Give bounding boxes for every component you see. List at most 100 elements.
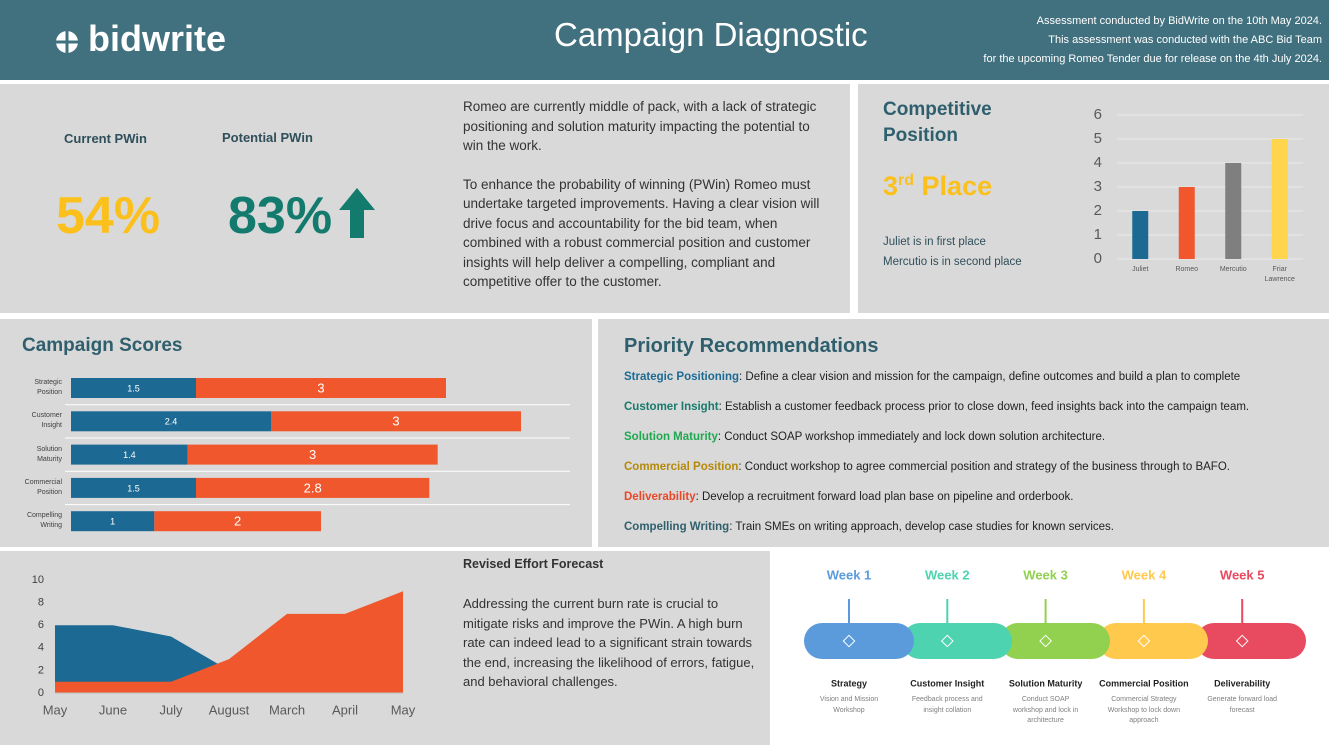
- y-tick-label: 0: [38, 687, 44, 699]
- bar-segment: [271, 411, 521, 432]
- value-label: 1.5: [127, 483, 140, 493]
- value-label: 2.8: [304, 480, 322, 495]
- timeline-segment: [1196, 623, 1306, 659]
- recommendation: Customer Insight: Establish a customer f…: [624, 401, 1249, 431]
- x-tick-label: August: [209, 702, 250, 717]
- recommendation-text: : Conduct workshop to agree commercial p…: [738, 461, 1230, 473]
- step-title: Customer Insight: [910, 678, 984, 688]
- recommendation: Deliverability: Develop a recruitment fo…: [624, 491, 1249, 521]
- value-label: 3: [317, 380, 324, 395]
- area: [55, 591, 403, 693]
- category-label: Commercial Position: [24, 478, 62, 496]
- logo-icon: [55, 30, 79, 54]
- bar-segment: [71, 411, 271, 432]
- x-tick-label: June: [99, 702, 127, 717]
- week-label: Week 5: [1220, 567, 1265, 582]
- logo-text: bidwrite: [88, 18, 227, 59]
- recommendation-text: : Establish a customer feedback process …: [718, 401, 1250, 413]
- recommendation: Compelling Writing: Train SMEs on writin…: [624, 521, 1249, 551]
- step-title: Deliverability: [1214, 678, 1270, 688]
- y-tick-label: 6: [1094, 106, 1102, 123]
- area: [55, 625, 403, 693]
- y-tick-label: 4: [1094, 154, 1102, 171]
- x-tick-label: July: [159, 702, 183, 717]
- recommendation-label: Customer Insight: [624, 401, 719, 413]
- value-label: 1.5: [127, 383, 140, 393]
- recommendation-text: : Conduct SOAP workshop immediately and …: [717, 431, 1106, 443]
- timeline-segment: [1098, 623, 1208, 659]
- step-desc: Commercial Strategy Workshop to lock dow…: [1107, 696, 1181, 724]
- place-word: Place: [921, 171, 993, 201]
- y-tick-label: 2: [38, 664, 44, 676]
- step-desc: Conduct SOAP workshop and lock in archit…: [1012, 696, 1079, 724]
- value-label: 2.4: [165, 417, 178, 427]
- category-label: Customer Insight: [31, 412, 62, 430]
- week-label: Week 3: [1023, 567, 1068, 582]
- step-title: Commercial Position: [1099, 678, 1189, 688]
- y-tick-label: 3: [1094, 178, 1102, 195]
- category-label: Compelling Writing: [26, 512, 62, 530]
- potential-pwin: 83%: [228, 187, 333, 245]
- step-title: Solution Maturity: [1009, 678, 1083, 688]
- week-diamond: [1039, 634, 1052, 648]
- x-tick-label: Mercutio: [1219, 266, 1247, 273]
- info-line: for the upcoming Romeo Tender due for re…: [983, 53, 1322, 65]
- week-diamond: [842, 634, 856, 648]
- summary: Romeo are currently middle of pack, with…: [463, 97, 833, 292]
- place: 3rd Place: [883, 171, 992, 202]
- recommendations-title: Priority Recommendations: [624, 335, 879, 357]
- recommendation-label: Solution Maturity: [624, 431, 718, 443]
- y-tick-label: 1: [1094, 226, 1102, 243]
- bar: [1178, 187, 1195, 259]
- x-tick-label: April: [332, 702, 358, 717]
- value-label: 3: [309, 447, 316, 462]
- week-diamond: [1235, 634, 1249, 648]
- competitive-panel: [858, 84, 1329, 313]
- y-tick-label: 0: [1094, 250, 1102, 267]
- place-suffix: rd: [898, 172, 915, 189]
- week-label: Week 1: [827, 567, 872, 582]
- step-desc: Generate forward load forecast: [1207, 696, 1278, 714]
- week-label: Week 4: [1122, 567, 1167, 582]
- value-label: 1.4: [123, 450, 136, 460]
- recommendation: Commercial Position: Conduct workshop to…: [624, 461, 1249, 491]
- x-tick-label: Romeo: [1175, 266, 1199, 273]
- x-tick-label: May: [391, 702, 416, 717]
- step-title: Strategy: [831, 678, 867, 688]
- recommendation: Solution Maturity: Conduct SOAP workshop…: [624, 431, 1249, 461]
- value-label: 1: [110, 517, 115, 527]
- timeline-segment: [902, 623, 1012, 659]
- scores-panel: [0, 319, 592, 547]
- info-line: Assessment conducted by BidWrite on the …: [1036, 15, 1322, 27]
- recommendations-panel: [598, 319, 1329, 547]
- page-title: Campaign Diagnostic: [554, 16, 868, 53]
- note: Mercutio is in second place: [883, 255, 1022, 268]
- bar-segment: [154, 511, 321, 532]
- y-tick-label: 4: [38, 642, 44, 654]
- bar-segment: [196, 477, 430, 498]
- step-desc: Feedback process and insight collation: [911, 696, 983, 714]
- y-tick-label: 5: [1094, 130, 1102, 147]
- category-label: Solution Maturity: [36, 445, 62, 463]
- y-tick-label: 10: [32, 574, 44, 586]
- x-tick-label: Friar Lawrence: [1264, 266, 1295, 283]
- competitive-notes: Juliet is in first place Mercutio is in …: [883, 233, 1022, 272]
- bar-segment: [71, 511, 155, 532]
- place-number: 3: [883, 171, 899, 201]
- pwin-panel: [0, 84, 850, 313]
- up-arrow: [339, 188, 375, 238]
- bar-segment: [196, 378, 446, 398]
- recommendation-text: : Train SMEs on writing approach, develo…: [729, 521, 1114, 533]
- week-diamond: [1137, 634, 1151, 648]
- current-pwin: 54%: [56, 187, 161, 245]
- step-desc: Vision and Mission Workshop: [819, 696, 879, 714]
- recommendation-text: : Develop a recruitment forward load pla…: [695, 491, 1074, 503]
- assessment-info: Assessment conducted by BidWrite on the …: [983, 12, 1322, 69]
- current-pwin-label: Current PWin: [64, 131, 147, 146]
- recommendation-label: Commercial Position: [624, 461, 739, 473]
- bar-segment: [187, 444, 438, 465]
- effort-text: Addressing the current burn rate is cruc…: [463, 596, 755, 689]
- header: [0, 0, 1329, 80]
- recommendation-label: Compelling Writing: [624, 521, 730, 533]
- y-tick-label: 6: [38, 619, 44, 631]
